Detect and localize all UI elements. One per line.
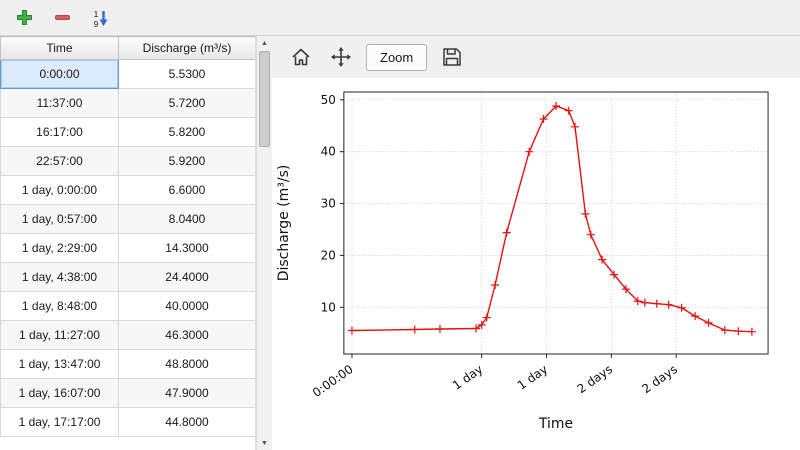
plus-icon bbox=[16, 10, 32, 25]
table-row: 11:37:00 5.7200 bbox=[0, 88, 255, 118]
time-cell[interactable]: 1 day, 2:29:00 bbox=[0, 233, 119, 263]
minus-icon bbox=[54, 15, 70, 20]
svg-text:50: 50 bbox=[321, 93, 336, 107]
time-cell[interactable]: 1 day, 4:38:00 bbox=[0, 262, 119, 292]
scrollbar-thumb[interactable] bbox=[259, 51, 270, 147]
timeseries-table-area: Time Discharge (m³/s) 0:00:00 5.5300 11:37… bbox=[0, 36, 256, 450]
time-cell[interactable]: 1 day, 13:47:00 bbox=[0, 349, 119, 379]
svg-text:2 days: 2 days bbox=[639, 362, 679, 396]
table-row: 1 day, 0:00:00 6.6000 bbox=[0, 175, 255, 205]
discharge-cell[interactable]: 8.0400 bbox=[118, 204, 255, 234]
column-header-time[interactable]: Time bbox=[0, 36, 119, 60]
main-area: Time Discharge (m³/s) 0:00:00 5.5300 11:37… bbox=[0, 36, 800, 450]
numeric-sort-icon: 1 9 bbox=[94, 9, 108, 28]
svg-text:40: 40 bbox=[321, 145, 336, 159]
time-cell[interactable]: 1 day, 0:00:00 bbox=[0, 175, 119, 205]
svg-text:2 days: 2 days bbox=[575, 362, 615, 396]
time-cell[interactable]: 11:37:00 bbox=[0, 88, 119, 118]
discharge-cell[interactable]: 47.9000 bbox=[118, 378, 255, 408]
svg-text:1 day: 1 day bbox=[515, 362, 550, 393]
chart-toolbar: Zoom bbox=[272, 36, 800, 78]
table-row: 1 day, 8:48:00 40.0000 bbox=[0, 291, 255, 321]
add-row-button[interactable] bbox=[12, 6, 36, 30]
discharge-cell[interactable]: 24.4000 bbox=[118, 262, 255, 292]
discharge-cell[interactable]: 5.7200 bbox=[118, 88, 255, 118]
timeseries-table: Time Discharge (m³/s) 0:00:00 5.5300 11:37… bbox=[0, 36, 255, 437]
discharge-plot[interactable]: 10 20 30 40 50 0:00:00 1 day 1 day 2 days 2 days T… bbox=[272, 78, 800, 450]
home-icon bbox=[292, 48, 310, 66]
svg-text:30: 30 bbox=[321, 197, 336, 211]
discharge-cell[interactable]: 14.3000 bbox=[118, 233, 255, 263]
discharge-cell[interactable]: 6.6000 bbox=[118, 175, 255, 205]
svg-text:1 day: 1 day bbox=[450, 362, 485, 393]
scrollbar-down-icon[interactable]: ▼ bbox=[261, 439, 268, 447]
discharge-cell[interactable]: 40.0000 bbox=[118, 291, 255, 321]
pan-button[interactable] bbox=[326, 42, 356, 72]
table-header-row: Time Discharge (m³/s) bbox=[0, 36, 255, 60]
svg-text:Time: Time bbox=[538, 416, 573, 432]
svg-text:10: 10 bbox=[321, 300, 336, 314]
pan-move-icon bbox=[331, 47, 351, 67]
svg-text:Discharge (m³/s): Discharge (m³/s) bbox=[276, 165, 292, 282]
table-row: 1 day, 17:17:00 44.8000 bbox=[0, 407, 255, 437]
sort-digit-one: 1 bbox=[94, 9, 99, 19]
time-cell[interactable]: 1 day, 11:27:00 bbox=[0, 320, 119, 350]
time-cell[interactable]: 1 day, 16:07:00 bbox=[0, 378, 119, 408]
home-button[interactable] bbox=[286, 42, 316, 72]
sort-digit-nine: 9 bbox=[94, 19, 99, 28]
discharge-cell[interactable]: 5.8200 bbox=[118, 117, 255, 147]
time-cell[interactable]: 16:17:00 bbox=[0, 117, 119, 147]
table-row: 16:17:00 5.8200 bbox=[0, 117, 255, 147]
time-cell[interactable]: 0:00:00 bbox=[0, 59, 119, 89]
column-header-discharge[interactable]: Discharge (m³/s) bbox=[118, 36, 255, 60]
table-row: 1 day, 2:29:00 14.3000 bbox=[0, 233, 255, 263]
zoom-button[interactable]: Zoom bbox=[366, 43, 428, 71]
save-button[interactable] bbox=[437, 42, 467, 72]
time-cell[interactable]: 1 day, 0:57:00 bbox=[0, 204, 119, 234]
time-cell[interactable]: 1 day, 8:48:00 bbox=[0, 291, 119, 321]
time-cell[interactable]: 1 day, 17:17:00 bbox=[0, 407, 119, 437]
discharge-cell[interactable]: 46.3000 bbox=[118, 320, 255, 350]
table-row: 0:00:00 5.5300 bbox=[0, 59, 255, 89]
chart-panel: Zoom 10 20 30 40 50 0:00:00 1 day 1 day 2 days 2 … bbox=[272, 36, 800, 450]
save-icon bbox=[443, 48, 461, 66]
svg-text:20: 20 bbox=[321, 248, 336, 262]
discharge-cell[interactable]: 5.9200 bbox=[118, 146, 255, 176]
table-toolbar: 1 9 bbox=[0, 0, 800, 36]
table-row: 1 day, 0:57:00 8.0400 bbox=[0, 204, 255, 234]
discharge-cell[interactable]: 44.8000 bbox=[118, 407, 255, 437]
discharge-cell[interactable]: 48.8000 bbox=[118, 349, 255, 379]
table-row: 1 day, 16:07:00 47.9000 bbox=[0, 378, 255, 408]
table-row: 1 day, 13:47:00 48.8000 bbox=[0, 349, 255, 379]
table-row: 1 day, 4:38:00 24.4000 bbox=[0, 262, 255, 292]
sort-rows-button[interactable]: 1 9 bbox=[88, 6, 112, 30]
chart-figure: 10 20 30 40 50 0:00:00 1 day 1 day 2 days 2 days T… bbox=[272, 78, 800, 450]
table-scrollbar[interactable]: ▲ ▼ bbox=[256, 36, 272, 450]
svg-text:0:00:00: 0:00:00 bbox=[310, 362, 356, 400]
time-cell[interactable]: 22:57:00 bbox=[0, 146, 119, 176]
scrollbar-up-icon[interactable]: ▲ bbox=[261, 39, 268, 47]
table-row: 1 day, 11:27:00 46.3000 bbox=[0, 320, 255, 350]
table-row: 22:57:00 5.9200 bbox=[0, 146, 255, 176]
remove-row-button[interactable] bbox=[50, 6, 74, 30]
discharge-cell[interactable]: 5.5300 bbox=[118, 59, 255, 89]
